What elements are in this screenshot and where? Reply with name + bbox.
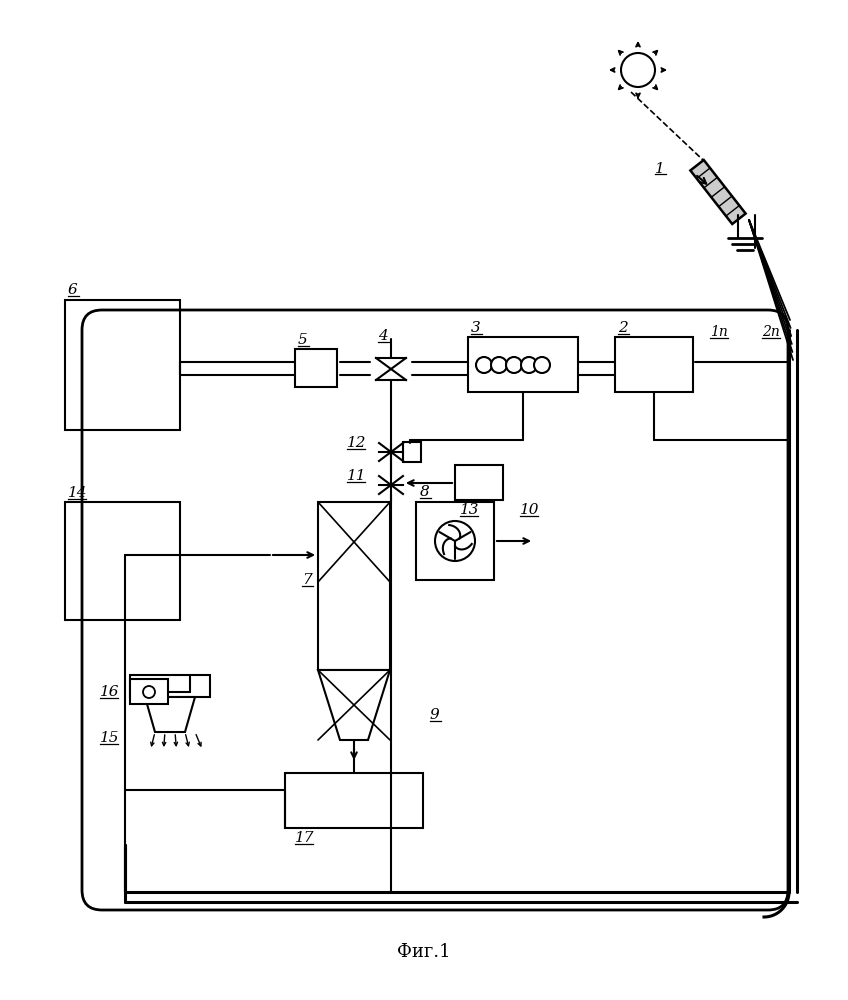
Text: 11: 11: [347, 469, 366, 483]
Text: 16: 16: [100, 685, 120, 699]
Text: 17: 17: [295, 831, 315, 845]
Text: 15: 15: [100, 731, 120, 745]
Text: 1n: 1n: [710, 325, 728, 339]
Circle shape: [476, 357, 492, 373]
Polygon shape: [690, 160, 745, 224]
Text: 7: 7: [302, 573, 312, 587]
Text: 9: 9: [430, 708, 440, 722]
Text: 14: 14: [68, 486, 87, 500]
Bar: [615, 337, 693, 392]
Text: 2: 2: [618, 321, 628, 335]
Bar: [318, 502, 390, 670]
Circle shape: [521, 357, 537, 373]
Circle shape: [143, 686, 155, 698]
Bar: [285, 773, 423, 828]
Text: 10: 10: [520, 503, 539, 517]
Text: 13: 13: [460, 503, 479, 517]
Bar: [130, 679, 168, 704]
Text: 3: 3: [471, 321, 481, 335]
Circle shape: [506, 357, 522, 373]
Bar: [65, 502, 180, 620]
Bar: [295, 349, 337, 387]
Bar: [130, 675, 210, 697]
Polygon shape: [318, 670, 390, 740]
Text: 8: 8: [420, 485, 430, 499]
Polygon shape: [145, 697, 195, 732]
Text: 4: 4: [378, 329, 388, 343]
Circle shape: [621, 53, 655, 87]
Bar: [416, 502, 494, 580]
Bar: [403, 442, 421, 462]
Circle shape: [534, 357, 550, 373]
Bar: [65, 300, 180, 430]
Circle shape: [435, 521, 475, 561]
Text: 1: 1: [655, 162, 665, 176]
Bar: [468, 337, 578, 392]
Text: 2n: 2n: [762, 325, 780, 339]
Text: 6: 6: [68, 283, 78, 297]
Text: 5: 5: [298, 333, 308, 347]
Text: Фиг.1: Фиг.1: [397, 943, 451, 961]
Circle shape: [491, 357, 507, 373]
Bar: [455, 465, 503, 500]
Text: 12: 12: [347, 436, 366, 450]
